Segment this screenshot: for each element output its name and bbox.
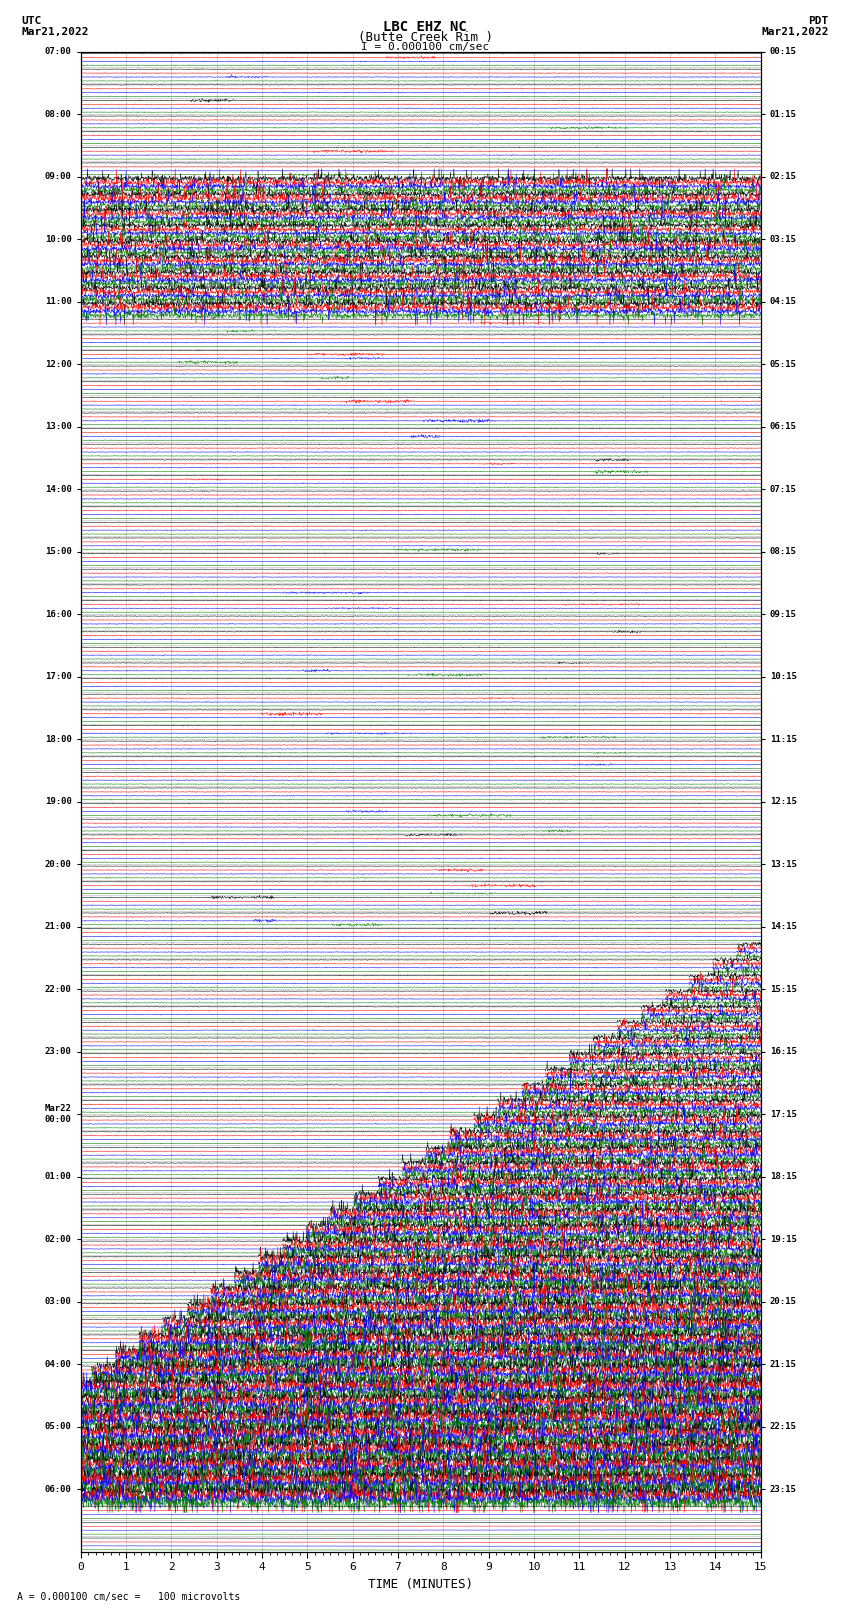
- Text: LBC EHZ NC: LBC EHZ NC: [383, 19, 467, 34]
- Text: (Butte Creek Rim ): (Butte Creek Rim ): [358, 31, 492, 44]
- Text: PDT: PDT: [808, 16, 829, 26]
- Text: Mar21,2022: Mar21,2022: [762, 27, 829, 37]
- Text: Mar21,2022: Mar21,2022: [21, 27, 88, 37]
- Text: I = 0.000100 cm/sec: I = 0.000100 cm/sec: [361, 42, 489, 52]
- X-axis label: TIME (MINUTES): TIME (MINUTES): [368, 1578, 473, 1590]
- Text: UTC: UTC: [21, 16, 42, 26]
- Text: A = 0.000100 cm/sec =   100 microvolts: A = 0.000100 cm/sec = 100 microvolts: [17, 1592, 241, 1602]
